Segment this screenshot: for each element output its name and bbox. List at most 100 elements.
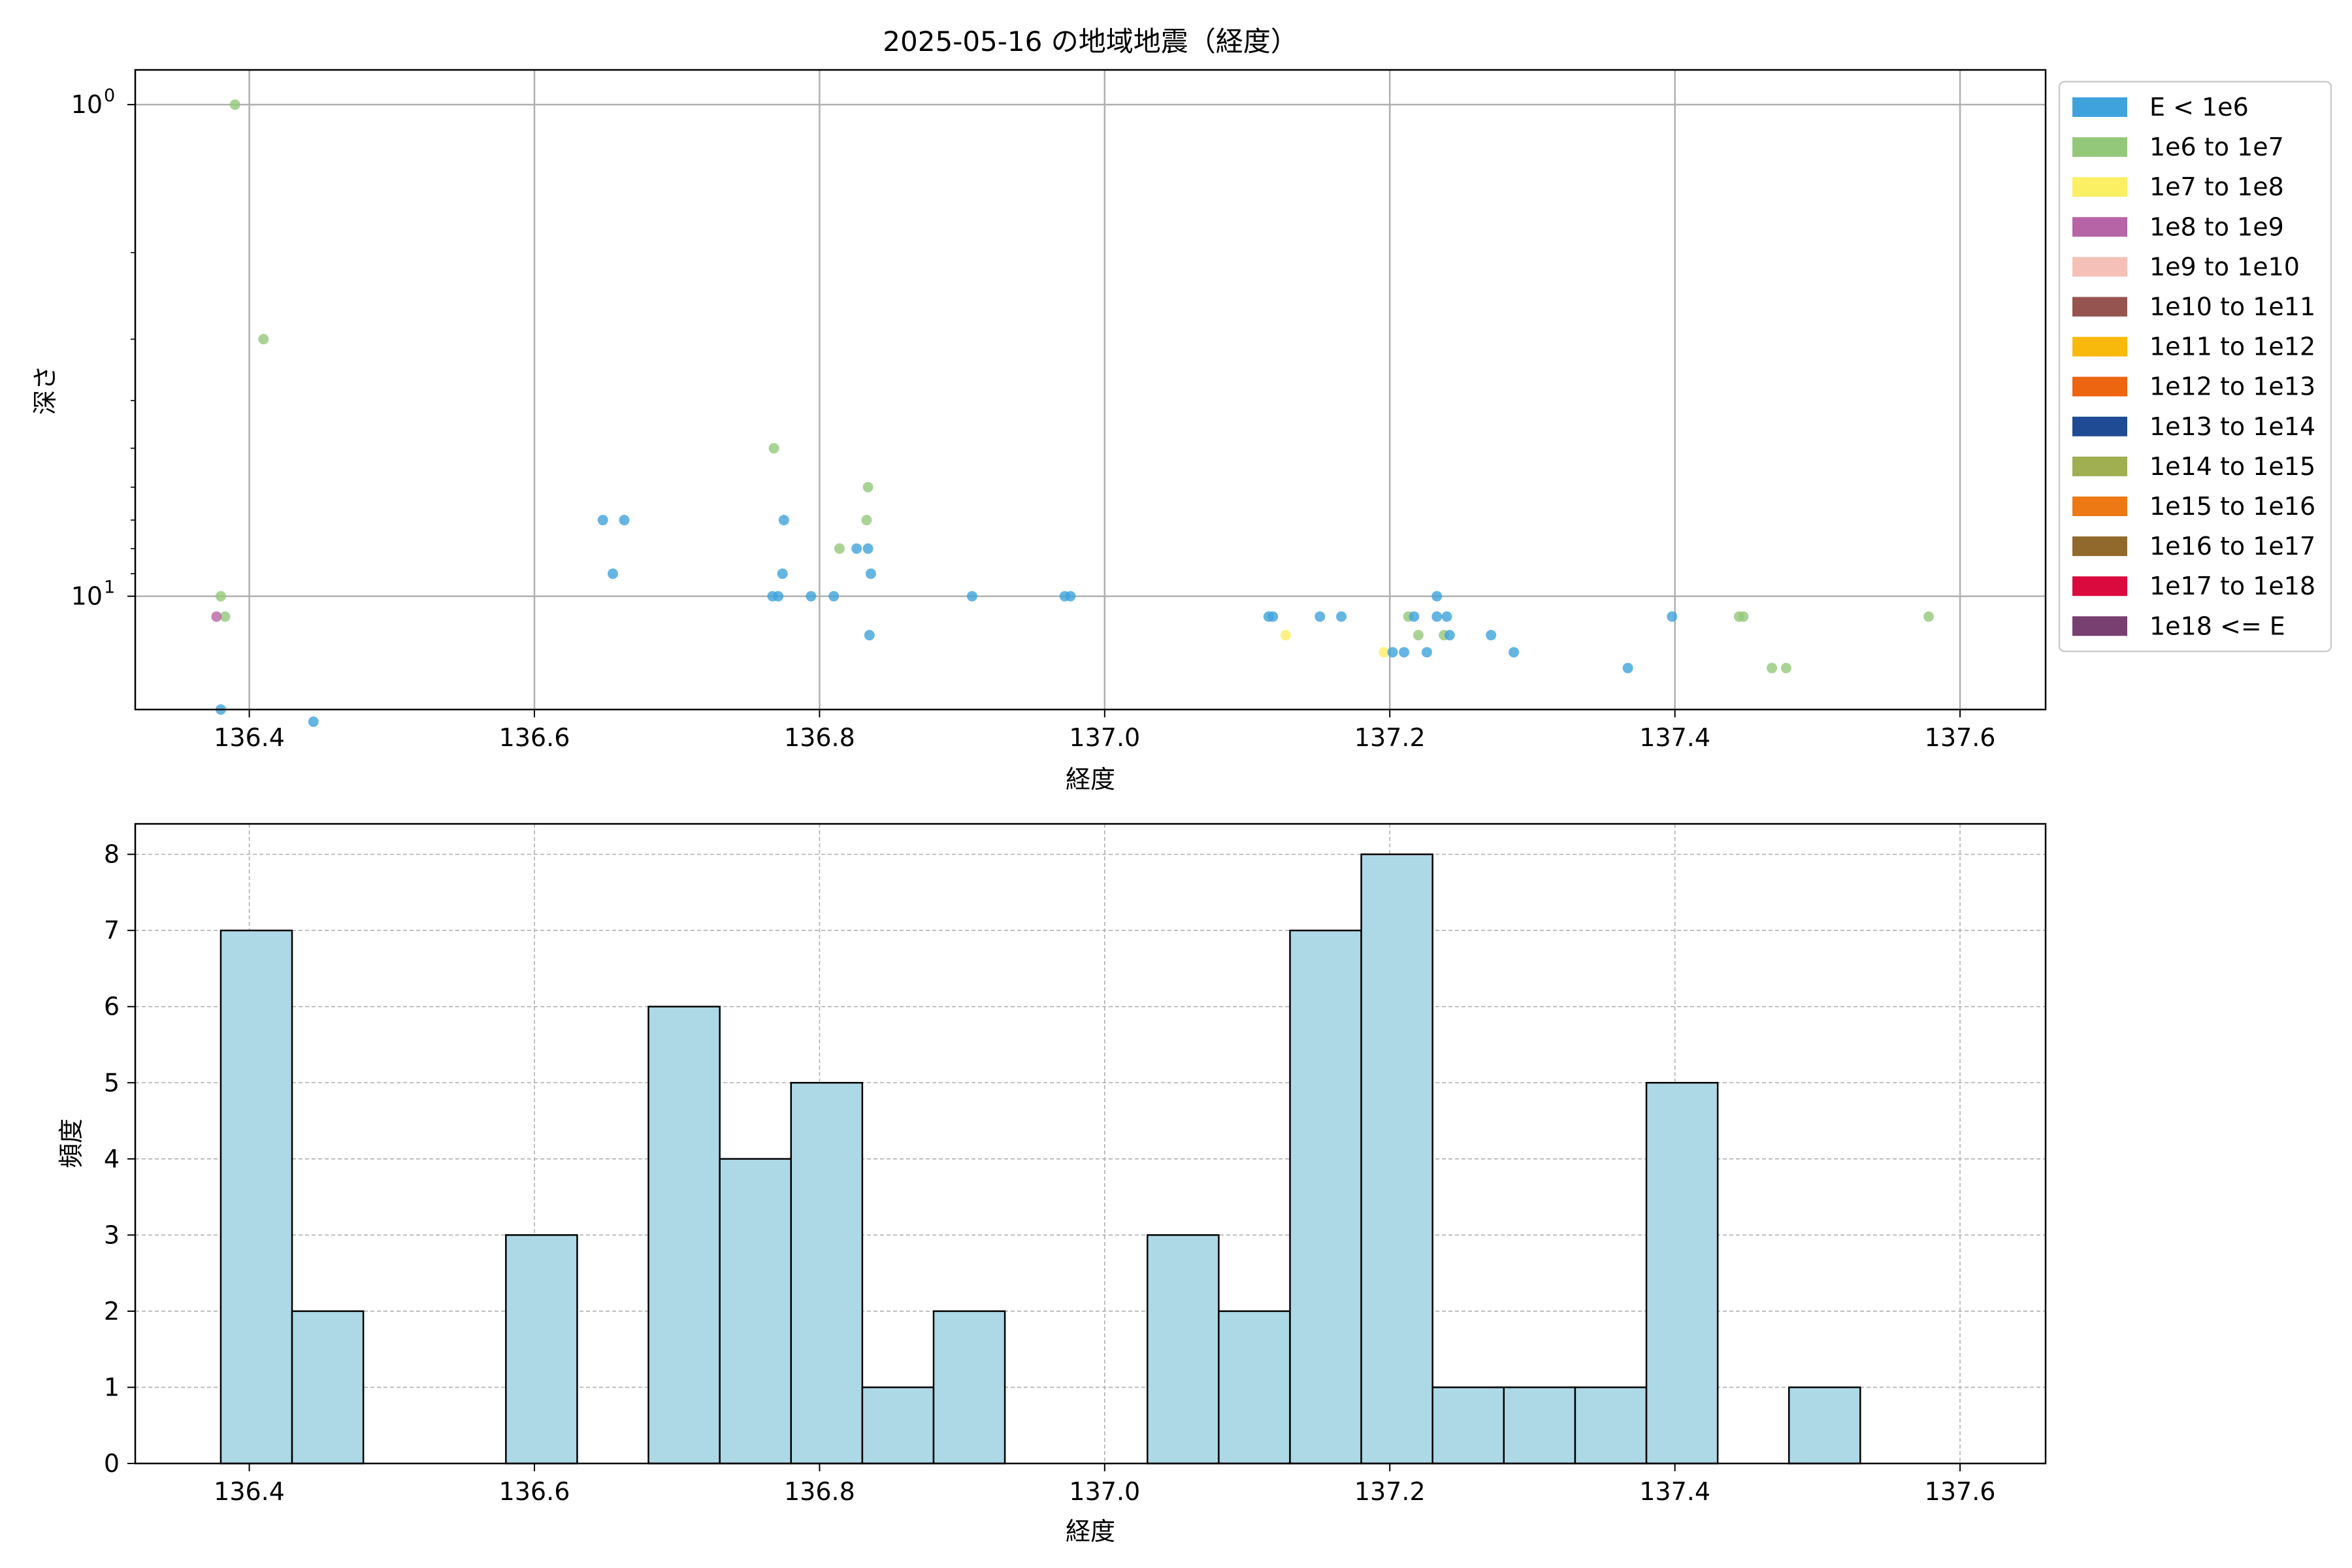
legend-label: E < 1e6 — [2149, 93, 2249, 122]
legend-swatch — [2072, 416, 2127, 436]
scatter-gridlines — [135, 70, 2046, 710]
legend-swatch — [2072, 536, 2127, 557]
data-point — [1767, 662, 1778, 674]
histogram-plot-frame — [134, 823, 2047, 1465]
data-point — [828, 591, 840, 602]
legend-swatch — [2072, 576, 2127, 596]
data-point — [773, 591, 784, 602]
histogram-y-tick-label: 0 — [104, 1449, 120, 1478]
histogram-x-tick-label: 136.6 — [499, 1477, 570, 1506]
scatter-plot-frame — [134, 69, 2047, 711]
histogram-bar — [1218, 1310, 1291, 1465]
data-point — [966, 591, 977, 602]
scatter-x-tick-label: 137.4 — [1639, 723, 1710, 752]
histogram-bar — [1574, 1386, 1648, 1465]
histogram-bar — [505, 1234, 578, 1465]
data-point — [1399, 647, 1410, 658]
histogram-x-tick-label: 137.6 — [1925, 1477, 1996, 1506]
data-point — [862, 543, 874, 554]
legend-label: 1e14 to 1e15 — [2149, 452, 2315, 481]
histogram-y-ticks: 0 1 2 3 4 5 6 7 8 — [104, 840, 135, 1478]
histogram-y-tick-label: 8 — [104, 840, 120, 869]
data-point — [864, 630, 875, 641]
data-point — [1486, 630, 1497, 641]
data-point — [862, 482, 874, 493]
legend-swatch — [2072, 177, 2127, 197]
scatter-y-tick-label: 10 — [71, 90, 103, 119]
histogram-bar — [647, 1005, 721, 1465]
data-point — [1923, 611, 1935, 622]
data-point — [865, 568, 876, 580]
scatter-x-axis-label: 経度 — [1066, 765, 1115, 794]
legend-swatch — [2072, 376, 2127, 397]
legend-swatch — [2072, 456, 2127, 476]
histogram-chart: 136.4 136.6 136.8 137.0 137.2 137.4 137.6 0 1 2 3… — [57, 823, 2047, 1546]
scatter-x-tick-label: 137.0 — [1069, 723, 1140, 752]
scatter-y-tick-label: 10 — [71, 582, 103, 611]
data-point — [211, 611, 222, 622]
histogram-bar — [1431, 1386, 1505, 1465]
legend-swatch — [2072, 137, 2127, 157]
data-point — [1065, 591, 1076, 602]
data-point — [806, 591, 817, 602]
legend-swatch — [2072, 497, 2127, 516]
histogram-bar — [719, 1158, 792, 1465]
legend-swatch — [2072, 616, 2127, 636]
histogram-y-tick-label: 6 — [104, 992, 120, 1021]
scatter-x-tick-label: 137.6 — [1925, 723, 1996, 752]
data-point — [1315, 611, 1326, 622]
data-point — [1421, 647, 1432, 658]
histogram-x-tick-label: 137.4 — [1639, 1477, 1710, 1506]
histogram-bar — [861, 1386, 935, 1465]
histogram-x-axis-label: 経度 — [1066, 1517, 1115, 1546]
histogram-bar — [1147, 1234, 1220, 1465]
scatter-y-tick-exponent: 0 — [104, 86, 115, 106]
data-point — [1667, 611, 1678, 622]
legend-label: 1e15 to 1e16 — [2149, 492, 2315, 521]
histogram-y-tick-label: 4 — [104, 1145, 120, 1173]
scatter-y-tick-exponent: 1 — [104, 578, 115, 598]
histogram-x-tick-label: 137.0 — [1069, 1477, 1140, 1506]
histogram-bar — [1645, 1082, 1719, 1465]
legend-label: 1e8 to 1e9 — [2149, 212, 2284, 241]
data-point — [308, 716, 319, 727]
data-point — [220, 611, 231, 622]
legend-label: 1e13 to 1e14 — [2149, 412, 2315, 441]
data-point — [1441, 611, 1452, 622]
histogram-x-tick-label: 136.4 — [214, 1477, 285, 1506]
histogram-y-tick-label: 7 — [104, 916, 120, 945]
legend-label: 1e9 to 1e10 — [2149, 252, 2300, 281]
histogram-bar — [220, 929, 293, 1465]
data-point — [619, 515, 630, 526]
legend-frame — [2058, 80, 2332, 653]
legend-items: E < 1e6 1e6 to 1e7 1e7 to 1e8 1e8 to 1e9 1e9… — [2072, 93, 2315, 640]
legend-label: 1e7 to 1e8 — [2149, 172, 2284, 201]
histogram-bars — [220, 853, 1861, 1465]
scatter-y-axis-label: 深さ — [31, 365, 59, 415]
data-point — [215, 591, 226, 602]
data-point — [834, 543, 845, 554]
histogram-bar — [932, 1310, 1006, 1465]
legend-label: 1e16 to 1e17 — [2149, 532, 2315, 561]
data-point — [1780, 662, 1791, 674]
data-point — [1738, 611, 1749, 622]
histogram-bar — [790, 1082, 864, 1465]
legend-swatch — [2072, 336, 2127, 357]
data-point — [597, 515, 608, 526]
data-point — [778, 515, 789, 526]
data-point — [768, 443, 779, 454]
data-point — [1336, 611, 1347, 622]
scatter-x-tick-label: 137.2 — [1354, 723, 1426, 752]
legend-label: 1e18 <= E — [2149, 612, 2285, 640]
data-point — [861, 515, 872, 526]
histogram-y-axis-label: 頻度 — [57, 1119, 86, 1168]
legend-swatch — [2072, 217, 2127, 237]
scatter-legend: E < 1e6 1e6 to 1e7 1e7 to 1e8 1e8 to 1e9 1e9… — [2058, 80, 2332, 653]
data-point — [1431, 611, 1443, 622]
data-point — [851, 543, 862, 554]
data-point — [258, 334, 269, 345]
legend-swatch — [2072, 257, 2127, 277]
histogram-y-tick-label: 5 — [104, 1068, 120, 1097]
data-point — [1379, 647, 1390, 658]
